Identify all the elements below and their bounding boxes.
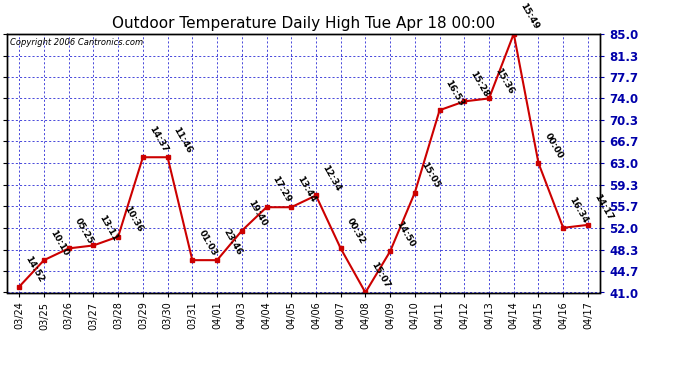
Text: 19:40: 19:40 — [246, 199, 268, 228]
Text: 13:11: 13:11 — [97, 213, 119, 243]
Text: 23:46: 23:46 — [221, 228, 244, 257]
Text: 11:46: 11:46 — [172, 125, 194, 154]
Title: Outdoor Temperature Daily High Tue Apr 18 00:00: Outdoor Temperature Daily High Tue Apr 1… — [112, 16, 495, 31]
Text: 16:53: 16:53 — [444, 78, 466, 107]
Text: 05:25: 05:25 — [73, 216, 95, 246]
Text: 14:52: 14:52 — [23, 255, 46, 284]
Text: 14:50: 14:50 — [394, 219, 416, 249]
Text: 00:32: 00:32 — [345, 216, 367, 246]
Text: 15:49: 15:49 — [518, 2, 540, 31]
Text: Copyright 2006 Cantronics.com: Copyright 2006 Cantronics.com — [10, 38, 143, 46]
Text: 17:29: 17:29 — [270, 175, 293, 204]
Text: 14:17: 14:17 — [592, 193, 614, 222]
Text: 10:36: 10:36 — [122, 205, 144, 234]
Text: 15:36: 15:36 — [493, 66, 515, 96]
Text: 14:37: 14:37 — [147, 125, 169, 154]
Text: 12:34: 12:34 — [320, 163, 342, 193]
Text: 15:05: 15:05 — [419, 160, 441, 190]
Text: 15:28: 15:28 — [469, 69, 491, 99]
Text: 13:44: 13:44 — [295, 175, 317, 204]
Text: 01:03: 01:03 — [197, 228, 219, 257]
Text: 15:07: 15:07 — [370, 260, 392, 290]
Text: 16:34: 16:34 — [567, 196, 589, 225]
Text: 00:00: 00:00 — [542, 132, 564, 160]
Text: 10:10: 10:10 — [48, 228, 70, 257]
